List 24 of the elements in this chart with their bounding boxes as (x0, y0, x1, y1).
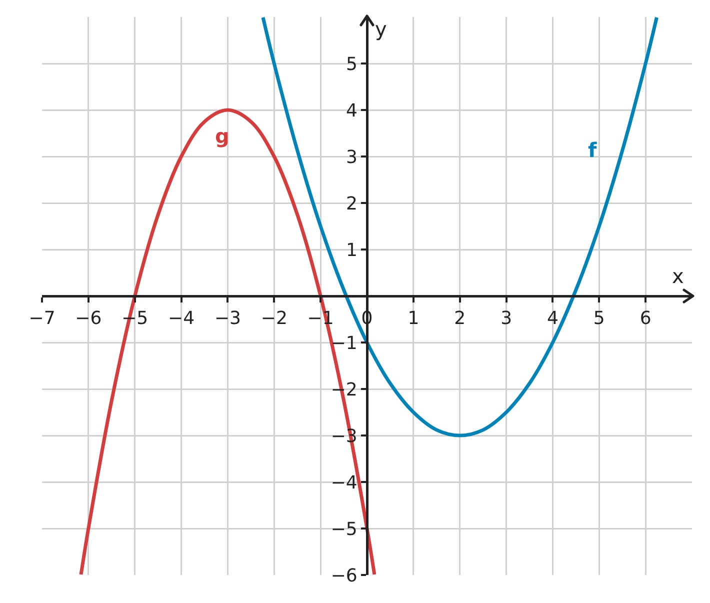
x-tick-label: 1 (408, 308, 420, 330)
y-tick-label: 1 (346, 240, 358, 261)
x-tick-label: 3 (500, 308, 512, 330)
y-tick-label: 3 (346, 146, 358, 168)
x-tick-label: −7 (28, 308, 56, 330)
y-tick-label: −6 (330, 565, 358, 586)
y-tick-label: 4 (346, 100, 358, 122)
y-axis-title: y (375, 17, 387, 41)
y-tick-label: 2 (346, 193, 358, 214)
x-tick-label: −4 (168, 308, 195, 330)
series-label: f (588, 138, 597, 162)
x-tick-label: −3 (214, 308, 241, 330)
y-tick-label: 5 (346, 54, 358, 75)
y-tick-label: −5 (330, 518, 358, 540)
x-tick-label: −6 (75, 308, 102, 330)
x-tick-label: 2 (454, 308, 466, 330)
y-tick-label: −1 (330, 332, 358, 354)
x-tick-label: −2 (260, 308, 288, 330)
x-axis-title: x (672, 264, 684, 288)
x-tick-label: 5 (593, 308, 605, 330)
y-tick-label: −4 (330, 472, 358, 494)
series-label: g (215, 124, 230, 148)
x-tick-label: 4 (546, 308, 558, 330)
x-tick-label: 6 (640, 308, 652, 330)
